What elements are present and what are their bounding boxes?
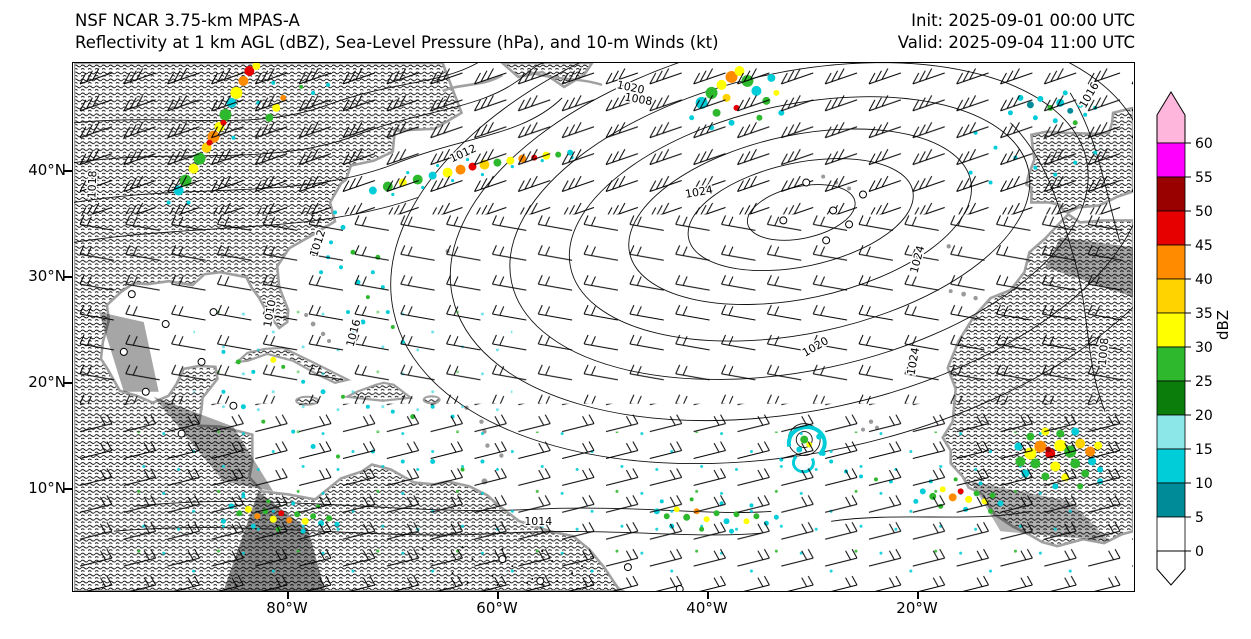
colorbar-under-arrow [1156, 550, 1186, 586]
pressure-label: 1024 [684, 183, 714, 201]
map-svg: 1024 1024 1024 1020 1020 1016 1016 1012 … [74, 63, 1133, 591]
colorbar-band-25-30 [1156, 346, 1186, 382]
colorbar-band-45-50 [1156, 210, 1186, 246]
y-tick-40n [64, 170, 72, 172]
pressure-label: 1008 [1096, 337, 1111, 366]
colorbar-tick-40: 40 [1195, 272, 1213, 288]
y-tick-label-40n: 40°N [28, 161, 66, 179]
colorbar-band-55-60 [1156, 142, 1186, 178]
plot-title-block: NSF NCAR 3.75-km MPAS-A Reflectivity at … [75, 10, 719, 54]
pressure-label: 1010 [261, 299, 279, 329]
colorbar: 60 55 50 45 40 35 30 25 20 15 10 5 0 [1156, 91, 1213, 586]
pressure-label: 1008 [624, 91, 654, 109]
plot-title: NSF NCAR 3.75-km MPAS-A [75, 11, 300, 30]
colorbar-band-40-45 [1156, 244, 1186, 280]
colorbar-tick-labels: 60 55 50 45 40 35 30 25 20 15 10 5 0 [1195, 136, 1213, 560]
x-tick-label-40w: 40°W [686, 599, 728, 617]
y-tick-label-10n: 10°N [28, 479, 66, 497]
colorbar-tick-35: 35 [1195, 306, 1213, 322]
x-tick-label-20w: 20°W [896, 599, 938, 617]
colorbar-tick-60: 60 [1195, 136, 1213, 152]
colorbar-tick-45: 45 [1195, 238, 1213, 254]
init-time: Init: 2025-09-01 00:00 UTC [911, 11, 1135, 30]
colorbar-tick-30: 30 [1195, 340, 1213, 356]
valid-time: Valid: 2025-09-04 11:00 UTC [897, 33, 1135, 52]
pressure-label: 1018 [85, 170, 99, 198]
x-tick-label-80w: 80°W [266, 599, 308, 617]
colorbar-band-20-25 [1156, 380, 1186, 416]
x-tick-label-60w: 60°W [476, 599, 518, 617]
y-tick-10n [64, 488, 72, 490]
calm-wind-circles [119, 178, 868, 591]
x-tick-80w [287, 592, 289, 599]
pressure-label: 1014 [524, 515, 552, 528]
colorbar-band-35-40 [1156, 278, 1186, 314]
colorbar-band-30-35 [1156, 312, 1186, 348]
x-tick-20w [917, 592, 919, 599]
plot-time-block: Init: 2025-09-01 00:00 UTC Valid: 2025-0… [898, 10, 1135, 54]
colorbar-over-arrow [1156, 91, 1186, 144]
colorbar-band-15-20 [1156, 414, 1186, 450]
colorbar-tick-15: 15 [1195, 442, 1213, 458]
map-canvas: 1024 1024 1024 1020 1020 1016 1016 1012 … [72, 62, 1135, 592]
plot-subtitle: Reflectivity at 1 km AGL (dBZ), Sea-Leve… [75, 33, 719, 52]
colorbar-tick-marks [1185, 142, 1191, 552]
colorbar-tick-10: 10 [1195, 476, 1213, 492]
colorbar-tick-25: 25 [1195, 374, 1213, 390]
stipple-dots [421, 546, 584, 587]
x-tick-40w [707, 592, 709, 599]
colorbar-tick-50: 50 [1195, 204, 1213, 220]
y-tick-label-30n: 30°N [28, 267, 66, 285]
y-tick-20n [64, 382, 72, 384]
colorbar-band-10-15 [1156, 448, 1186, 484]
colorbar-tick-20: 20 [1195, 408, 1213, 424]
colorbar-units-label: dBZ [1214, 309, 1233, 341]
colorbar-band-50-55 [1156, 176, 1186, 212]
x-tick-60w [497, 592, 499, 599]
colorbar-band-5-10 [1156, 482, 1186, 518]
colorbar-tick-0: 0 [1195, 544, 1204, 560]
y-tick-30n [64, 276, 72, 278]
y-tick-label-20n: 20°N [28, 373, 66, 391]
colorbar-tick-5: 5 [1195, 510, 1204, 526]
colorbar-tick-55: 55 [1195, 170, 1213, 186]
colorbar-band-0-5 [1156, 516, 1186, 552]
wind-barb-field [74, 63, 1133, 591]
pressure-label: 1024 [905, 346, 923, 376]
